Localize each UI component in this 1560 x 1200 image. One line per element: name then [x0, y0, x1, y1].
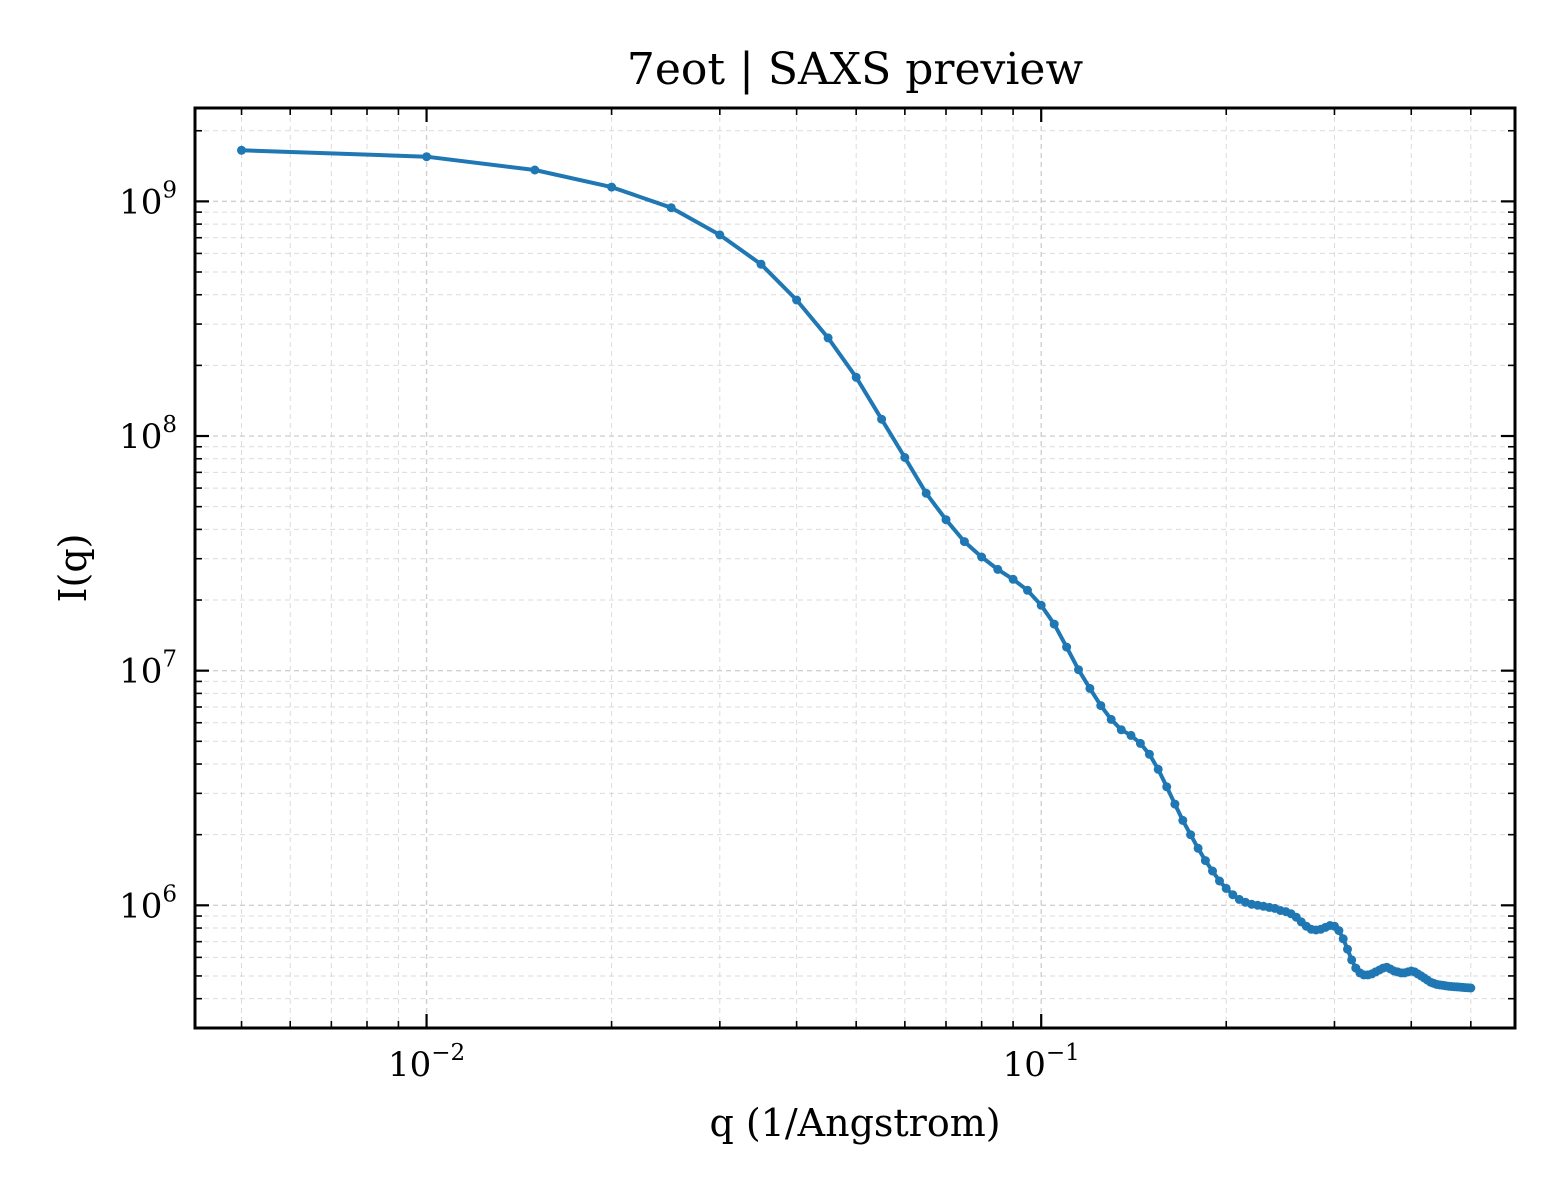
data-point — [1347, 955, 1357, 965]
data-point — [1193, 843, 1203, 853]
data-point — [993, 564, 1003, 574]
data-point — [1096, 701, 1106, 711]
data-point — [877, 414, 887, 424]
data-point — [1178, 815, 1188, 825]
y-axis-label: I(q) — [51, 534, 95, 603]
x-tick-label: 10−2 — [388, 1040, 465, 1085]
data-point — [921, 488, 931, 498]
data-point — [1343, 944, 1352, 954]
data-point — [1153, 764, 1163, 774]
y-tick-label: 109 — [119, 177, 177, 222]
data-point — [1215, 876, 1224, 886]
data-point — [715, 230, 725, 240]
data-point — [422, 152, 432, 162]
chart-title: 7eot | SAXS preview — [627, 44, 1084, 95]
data-point — [823, 333, 833, 343]
x-axis-label: q (1/Angstrom) — [709, 1101, 1000, 1145]
data-point — [1135, 738, 1145, 748]
data-point — [666, 203, 676, 213]
y-tick-label: 106 — [119, 881, 177, 926]
data-point — [756, 259, 766, 269]
series-layer — [237, 145, 1476, 993]
data-point — [941, 515, 951, 525]
data-point — [1170, 799, 1180, 809]
data-point — [792, 295, 802, 305]
y-tick-label: 108 — [119, 412, 177, 457]
data-point — [1334, 926, 1344, 936]
data-point — [237, 145, 246, 155]
data-point — [530, 165, 540, 175]
data-point — [1186, 830, 1196, 840]
data-point — [1116, 725, 1126, 735]
data-point — [1023, 585, 1032, 595]
x-tick-label: 10−1 — [1003, 1040, 1080, 1085]
data-point — [1106, 714, 1116, 724]
data-point — [1036, 600, 1046, 610]
data-point — [959, 537, 969, 547]
data-point — [977, 552, 987, 562]
data-point — [1074, 665, 1083, 675]
data-point — [900, 453, 910, 462]
data-point — [1228, 890, 1238, 900]
data-point — [1144, 749, 1154, 759]
data-point — [1162, 782, 1172, 792]
data-point — [1008, 574, 1018, 584]
data-point — [1085, 683, 1095, 693]
data-point — [1208, 866, 1217, 876]
plot-frame — [193, 106, 1517, 1030]
data-point — [1221, 883, 1231, 893]
data-point — [1200, 856, 1210, 866]
tick-labels: 10−2 10−1 106 107 108 109 — [119, 177, 1080, 1085]
data-point — [1338, 934, 1348, 944]
data-point — [851, 372, 861, 382]
data-point — [1126, 730, 1136, 740]
data-point — [1049, 619, 1059, 629]
data-point — [607, 182, 617, 192]
data-point — [1466, 983, 1476, 993]
data-point — [1062, 642, 1072, 652]
y-tick-label: 107 — [119, 647, 177, 692]
